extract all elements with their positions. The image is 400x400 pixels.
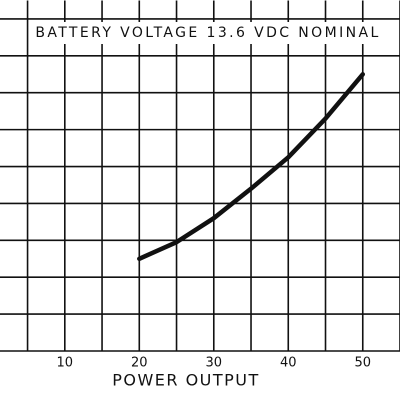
data-line <box>137 72 366 262</box>
x-tick-label: 10 <box>57 356 74 371</box>
x-tick-label: 30 <box>206 356 223 371</box>
x-axis-label: POWER OUTPUT <box>112 371 260 390</box>
x-tick-label: 40 <box>280 356 297 371</box>
title-backdrop <box>40 22 376 44</box>
chart-title: BATTERY VOLTAGE 13.6 VDC NOMINAL <box>35 25 380 41</box>
x-tick-label: 20 <box>131 356 148 371</box>
x-tick-label: 50 <box>354 356 371 371</box>
grid <box>0 0 400 352</box>
